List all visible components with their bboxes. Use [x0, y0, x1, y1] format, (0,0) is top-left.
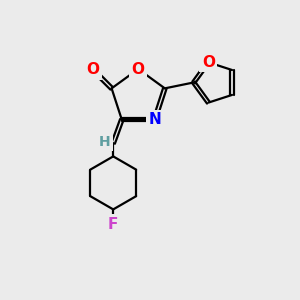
Text: N: N: [148, 112, 161, 127]
Text: F: F: [108, 217, 119, 232]
Text: O: O: [202, 55, 215, 70]
Text: O: O: [132, 61, 145, 76]
Text: H: H: [99, 135, 110, 149]
Text: O: O: [86, 62, 99, 77]
